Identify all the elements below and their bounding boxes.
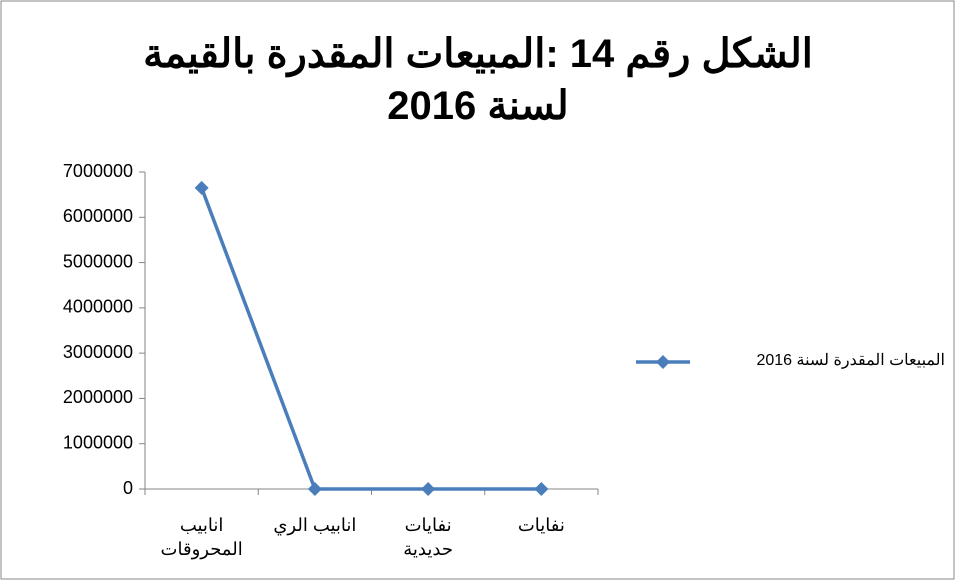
marker [194, 180, 209, 195]
y-tick-label: 5000000 [63, 251, 133, 271]
y-tick-label: 6000000 [63, 206, 133, 226]
y-tick-label: 4000000 [63, 297, 133, 317]
x-tick-label: انابيب الري [273, 515, 357, 535]
marker [534, 482, 549, 496]
legend-label: المبيعات المقدرة لسنة 2016 [756, 352, 945, 369]
x-tick-label: نفايات حديدية [403, 515, 453, 559]
y-tick-label: 2000000 [63, 387, 133, 407]
y-tick-label: 3000000 [63, 342, 133, 362]
legend-marker [656, 355, 670, 369]
marker [421, 482, 436, 496]
y-tick-label: 0 [123, 478, 133, 498]
series-line [199, 187, 542, 491]
y-tick-label: 1000000 [63, 432, 133, 452]
marker [307, 482, 322, 496]
x-tick-label: نفايات [517, 515, 565, 535]
y-tick-label: 7000000 [63, 161, 133, 181]
x-tick-label: انابيب المحروقات [160, 515, 243, 559]
chart-title: الشكل رقم 14 :المبيعات المقدرة بالقيمة ل… [143, 32, 813, 128]
